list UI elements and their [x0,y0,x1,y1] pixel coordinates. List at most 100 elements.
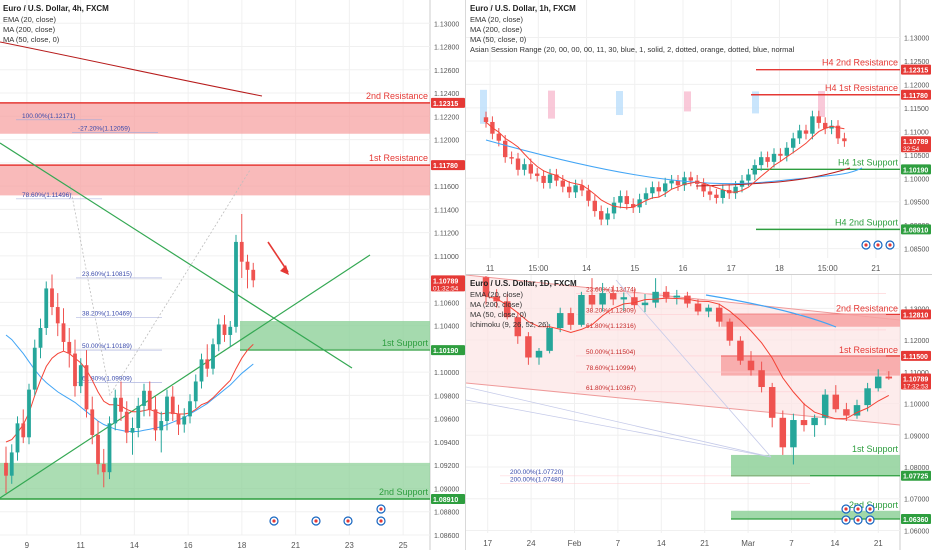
fib-level-label: 61.80%(1.12316) [586,323,636,330]
y-tick-label: 1.10000 [904,402,929,409]
event-flag-icon-dot [844,518,848,522]
y-tick-label: 1.09500 [904,200,929,207]
candle-bullish [193,381,198,402]
candle-bearish [503,140,508,158]
indicator-legend: MA (50, close, 0) [470,35,527,44]
candle-bearish [835,125,841,139]
fib-level-label: 200.00%(1.07480) [510,476,564,483]
y-tick-label: 1.09400 [434,440,459,447]
y-tick-label: 1.12000 [434,138,459,145]
resistance-zone [0,102,430,134]
chart-canvas-4h[interactable]: 9 11 14 16 18 21 23 25 1.13000 1.12800 1.12600 1.12… [0,0,466,550]
indicator-legend: EMA (20, close) [470,15,523,24]
y-tick-label: 1.12000 [904,82,929,89]
chart-panel-1h[interactable]: 11 15:00 14 15 16 17 18 15:00 21 1.13000 1.12500 1.… [466,0,932,275]
y-tick-label: 1.11400 [434,207,459,214]
ema20-line [485,295,890,420]
x-tick-label: 17 [483,539,492,548]
y-tick-label: 1.12000 [904,338,929,345]
candle-bullish [547,174,553,183]
support-zone [731,510,900,520]
chart-panel-1d[interactable]: 1724Feb71421Mar714211.130001.120001.1100… [466,275,932,550]
candle-bearish [737,340,744,361]
x-tick-label: 16 [679,264,688,273]
candle-bullish [791,138,796,148]
fib-level-label: 50.00%(1.11504) [586,349,635,356]
asian-session-box [752,91,759,114]
candle-bearish [205,359,210,369]
y-tick-label: 1.11000 [904,129,929,136]
candle-bullish [663,183,668,192]
candle-bullish [142,390,146,406]
candle-bearish [525,336,532,358]
candle-bearish [67,341,72,354]
event-flag-icon-dot [272,519,276,523]
event-flag-icon-dot [868,518,872,522]
candle-bullish [864,388,871,406]
price-tag [901,64,931,75]
candle-bearish [554,174,559,181]
fib-level-label: 78.60%(1.10994) [586,365,636,372]
candle-bullish [522,164,527,170]
candle-bearish [84,365,89,410]
candle-bearish [885,376,893,379]
candle-bearish [55,307,60,324]
h4-level-label: H4 2nd Support [835,217,899,227]
price-tag [431,275,465,292]
fib-level-label: 61.80%(1.10367) [586,385,636,392]
x-tick-label: 15:00 [818,264,839,273]
x-tick-label: 21 [291,541,300,550]
candle-bullish [216,324,221,345]
price-tag [901,136,931,153]
y-tick-label: 1.10500 [904,153,929,160]
h4-level-label: H4 1st Resistance [825,83,898,93]
candle-bullish [535,350,543,358]
candle-bullish [32,347,37,390]
trendline-ascending [0,254,371,499]
y-tick-label: 1.12400 [434,91,459,98]
candle-bullish [759,157,764,166]
projection-arrow-head [280,265,289,275]
price-tag [901,164,931,175]
support-zone [240,321,430,351]
x-tick-label: Mar [741,539,755,548]
chart-canvas-1d[interactable]: 1724Feb71421Mar714211.130001.120001.1100… [466,275,932,550]
fib-level-label: 23.60%(1.13474) [586,286,636,293]
candle-bearish [579,185,585,191]
zone-label: 1st Support [852,444,899,454]
candle-bullish [44,288,49,328]
candle-bearish [535,173,540,176]
indicator-legend: MA (200, close) [470,300,523,309]
chart-panel-4h[interactable]: 9 11 14 16 18 21 23 25 1.13000 1.12800 1.12600 1.12… [0,0,466,550]
fib-level-label: 23.60%(1.10815) [82,271,132,278]
price-tag-label: 1.10789 [903,139,928,146]
y-tick-label: 1.13000 [904,36,929,43]
chart-canvas-1h[interactable]: 11 15:00 14 15 16 17 18 15:00 21 1.13000 1.12500 1.… [466,0,932,275]
indicator-legend: MA (50, close, 0) [470,310,527,319]
y-tick-label: 1.09600 [434,417,459,424]
candle-bearish [823,122,828,129]
asian-session-box [480,89,487,124]
candle-bullish [790,420,797,448]
candle-bullish [811,417,818,426]
y-tick-label: 1.08600 [434,533,459,540]
price-tag-label: 1.12315 [433,101,458,108]
price-tag-countdown: 17:32:53 [903,383,929,390]
candle-bullish [199,359,204,382]
projection-line [466,386,772,458]
y-tick-label: 1.12800 [434,45,459,52]
candle-bullish [9,452,14,476]
price-tag [431,493,465,504]
resistance-zone [0,165,430,196]
candle-bearish [509,157,514,159]
x-tick-label: 11 [486,264,495,273]
x-tick-label: 23 [345,541,354,550]
candle-bullish [78,365,83,387]
candle-bearish [832,394,840,410]
price-tag [431,160,465,171]
candle-bearish [567,186,572,193]
support-zone [731,454,900,476]
candle-bullish [159,421,164,431]
candle-bullish [27,389,31,438]
resistance-zone [721,314,900,327]
